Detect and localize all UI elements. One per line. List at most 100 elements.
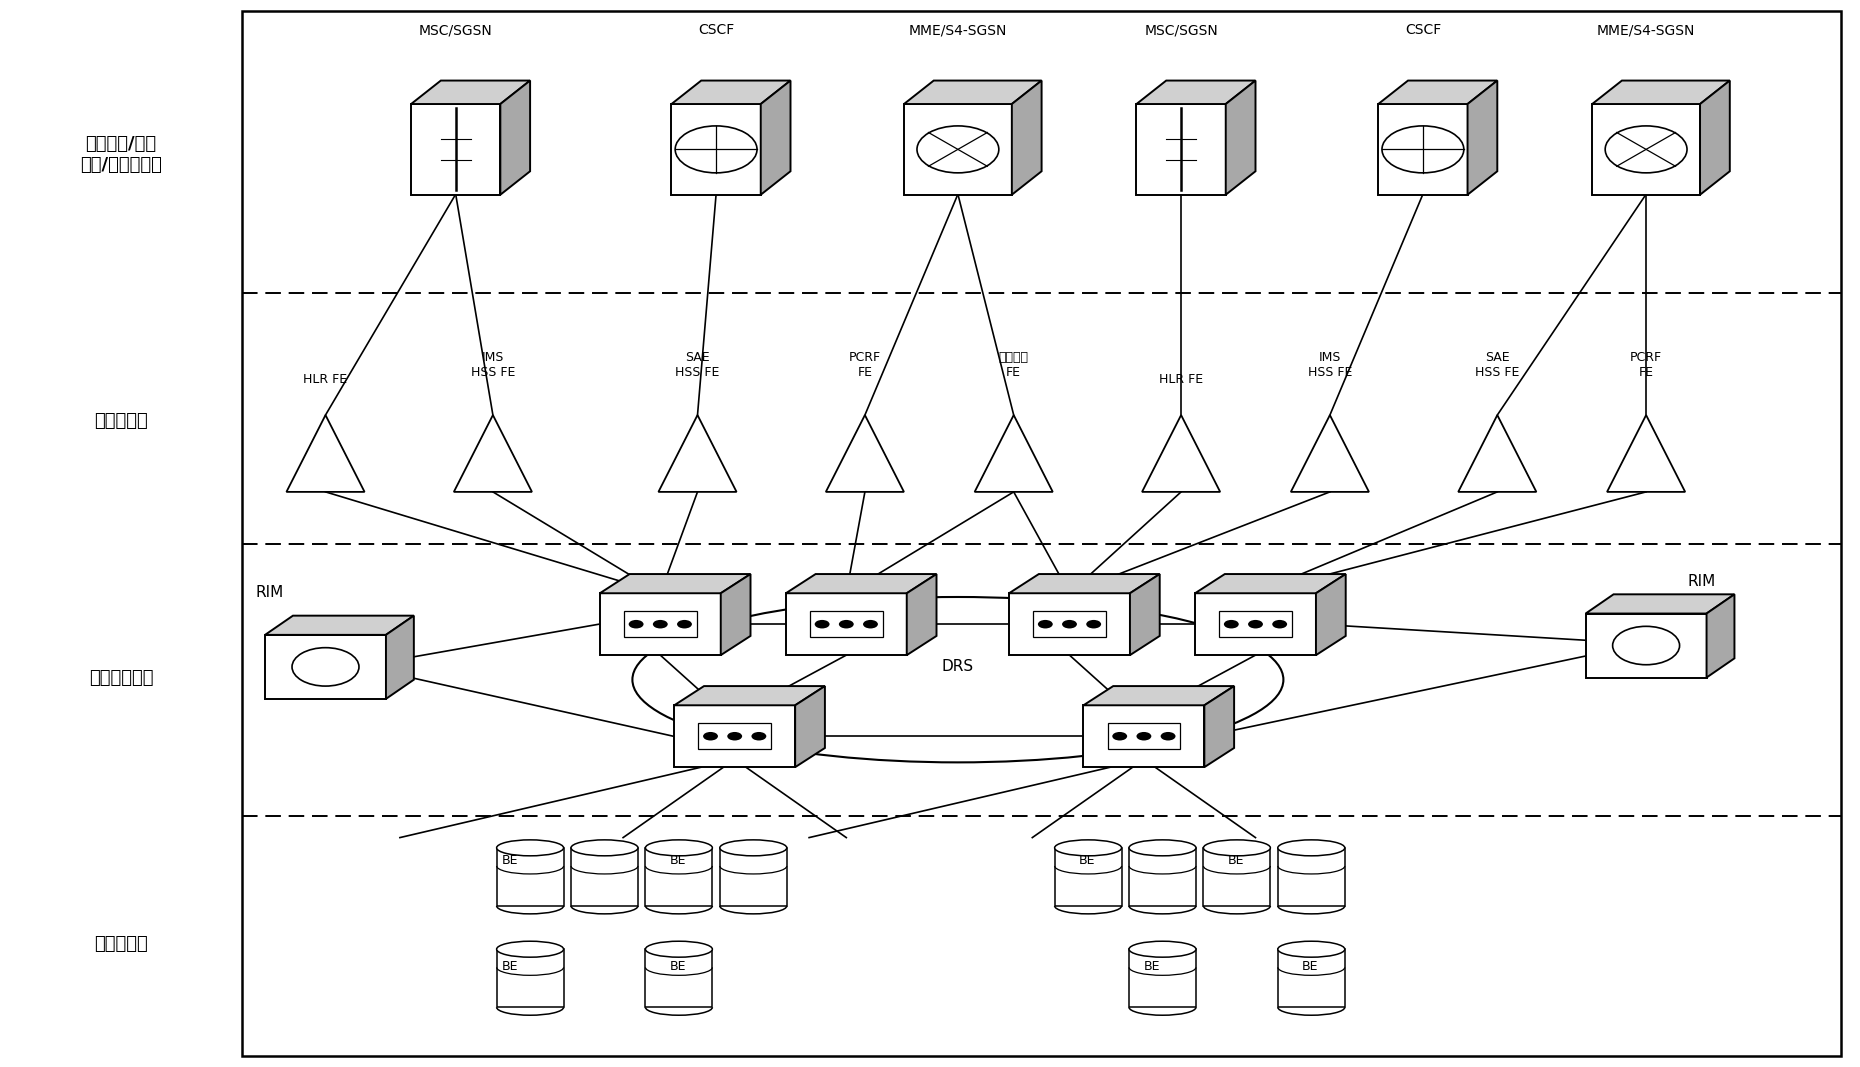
Circle shape xyxy=(1161,732,1176,740)
Polygon shape xyxy=(264,635,387,699)
Circle shape xyxy=(629,620,644,628)
Polygon shape xyxy=(904,81,1042,105)
Polygon shape xyxy=(1203,848,1270,906)
Polygon shape xyxy=(1278,848,1345,906)
Text: CSCF: CSCF xyxy=(698,23,735,37)
Polygon shape xyxy=(623,611,696,637)
Circle shape xyxy=(1062,620,1077,628)
Polygon shape xyxy=(387,616,413,699)
Polygon shape xyxy=(1706,594,1734,678)
Polygon shape xyxy=(658,415,737,492)
Text: BE: BE xyxy=(1079,854,1096,866)
Text: BE: BE xyxy=(502,854,519,866)
Ellipse shape xyxy=(645,840,712,856)
Polygon shape xyxy=(908,574,937,655)
Polygon shape xyxy=(411,81,530,105)
Polygon shape xyxy=(1700,81,1730,194)
Polygon shape xyxy=(761,81,790,194)
Circle shape xyxy=(677,620,692,628)
Ellipse shape xyxy=(1278,840,1345,856)
Polygon shape xyxy=(1458,415,1536,492)
Polygon shape xyxy=(1136,105,1226,194)
Polygon shape xyxy=(1129,950,1196,1007)
Polygon shape xyxy=(975,415,1053,492)
Text: PCRF
FE: PCRF FE xyxy=(1629,351,1663,379)
Polygon shape xyxy=(264,616,413,635)
Polygon shape xyxy=(698,723,770,749)
Text: SAE
HSS FE: SAE HSS FE xyxy=(675,351,720,379)
Polygon shape xyxy=(1032,611,1105,637)
Text: DRS: DRS xyxy=(941,659,975,674)
Polygon shape xyxy=(1317,574,1347,655)
Polygon shape xyxy=(673,686,824,705)
Polygon shape xyxy=(673,705,794,767)
Polygon shape xyxy=(826,415,904,492)
Polygon shape xyxy=(1142,415,1220,492)
Circle shape xyxy=(653,620,668,628)
Polygon shape xyxy=(1585,594,1734,614)
Text: RIM: RIM xyxy=(1687,574,1717,589)
Polygon shape xyxy=(1008,593,1129,655)
Text: 业务逻辑层: 业务逻辑层 xyxy=(95,413,147,430)
Text: 数据存储层: 数据存储层 xyxy=(95,936,147,953)
Circle shape xyxy=(1086,620,1101,628)
Polygon shape xyxy=(1129,574,1161,655)
Polygon shape xyxy=(1278,950,1345,1007)
Polygon shape xyxy=(599,574,750,593)
Polygon shape xyxy=(1378,81,1497,105)
Text: HLR FE: HLR FE xyxy=(1159,373,1203,386)
Polygon shape xyxy=(785,574,937,593)
Text: IMS
HSS FE: IMS HSS FE xyxy=(471,351,515,379)
Polygon shape xyxy=(1291,415,1369,492)
Circle shape xyxy=(1248,620,1263,628)
Polygon shape xyxy=(1107,723,1179,749)
Text: MME/S4-SGSN: MME/S4-SGSN xyxy=(910,23,1006,37)
Polygon shape xyxy=(720,574,750,655)
Text: BE: BE xyxy=(670,854,686,866)
Polygon shape xyxy=(286,415,365,492)
Polygon shape xyxy=(1585,614,1706,678)
Polygon shape xyxy=(1194,593,1317,655)
Ellipse shape xyxy=(1129,941,1196,957)
Text: CSCF: CSCF xyxy=(1404,23,1442,37)
Circle shape xyxy=(703,732,718,740)
Text: BE: BE xyxy=(1302,960,1319,973)
Polygon shape xyxy=(671,105,761,194)
Polygon shape xyxy=(1012,81,1042,194)
Text: 业务控制/会话
控制/运营支撑层: 业务控制/会话 控制/运营支撑层 xyxy=(80,136,162,174)
Polygon shape xyxy=(1468,81,1497,194)
Polygon shape xyxy=(1378,105,1468,194)
Text: PCRF
FE: PCRF FE xyxy=(848,351,882,379)
Polygon shape xyxy=(1055,848,1122,906)
Polygon shape xyxy=(411,105,500,194)
Polygon shape xyxy=(497,848,564,906)
Polygon shape xyxy=(1008,574,1161,593)
Polygon shape xyxy=(1607,415,1685,492)
Circle shape xyxy=(863,620,878,628)
Polygon shape xyxy=(497,950,564,1007)
Ellipse shape xyxy=(720,840,787,856)
Polygon shape xyxy=(904,105,1012,194)
Polygon shape xyxy=(794,686,824,767)
Polygon shape xyxy=(1220,611,1291,637)
Text: MSC/SGSN: MSC/SGSN xyxy=(1144,23,1218,37)
Text: BE: BE xyxy=(670,960,686,973)
Circle shape xyxy=(1136,732,1151,740)
Text: BE: BE xyxy=(1144,960,1161,973)
Circle shape xyxy=(727,732,742,740)
Text: MSC/SGSN: MSC/SGSN xyxy=(418,23,493,37)
Polygon shape xyxy=(1592,81,1730,105)
Ellipse shape xyxy=(497,840,564,856)
Text: IMS
HSS FE: IMS HSS FE xyxy=(1308,351,1352,379)
Ellipse shape xyxy=(571,840,638,856)
Polygon shape xyxy=(720,848,787,906)
Ellipse shape xyxy=(497,941,564,957)
Polygon shape xyxy=(454,415,532,492)
Polygon shape xyxy=(1129,848,1196,906)
Polygon shape xyxy=(1205,686,1235,767)
Ellipse shape xyxy=(1203,840,1270,856)
Polygon shape xyxy=(1226,81,1256,194)
Polygon shape xyxy=(1136,81,1256,105)
Ellipse shape xyxy=(645,941,712,957)
Polygon shape xyxy=(571,848,638,906)
